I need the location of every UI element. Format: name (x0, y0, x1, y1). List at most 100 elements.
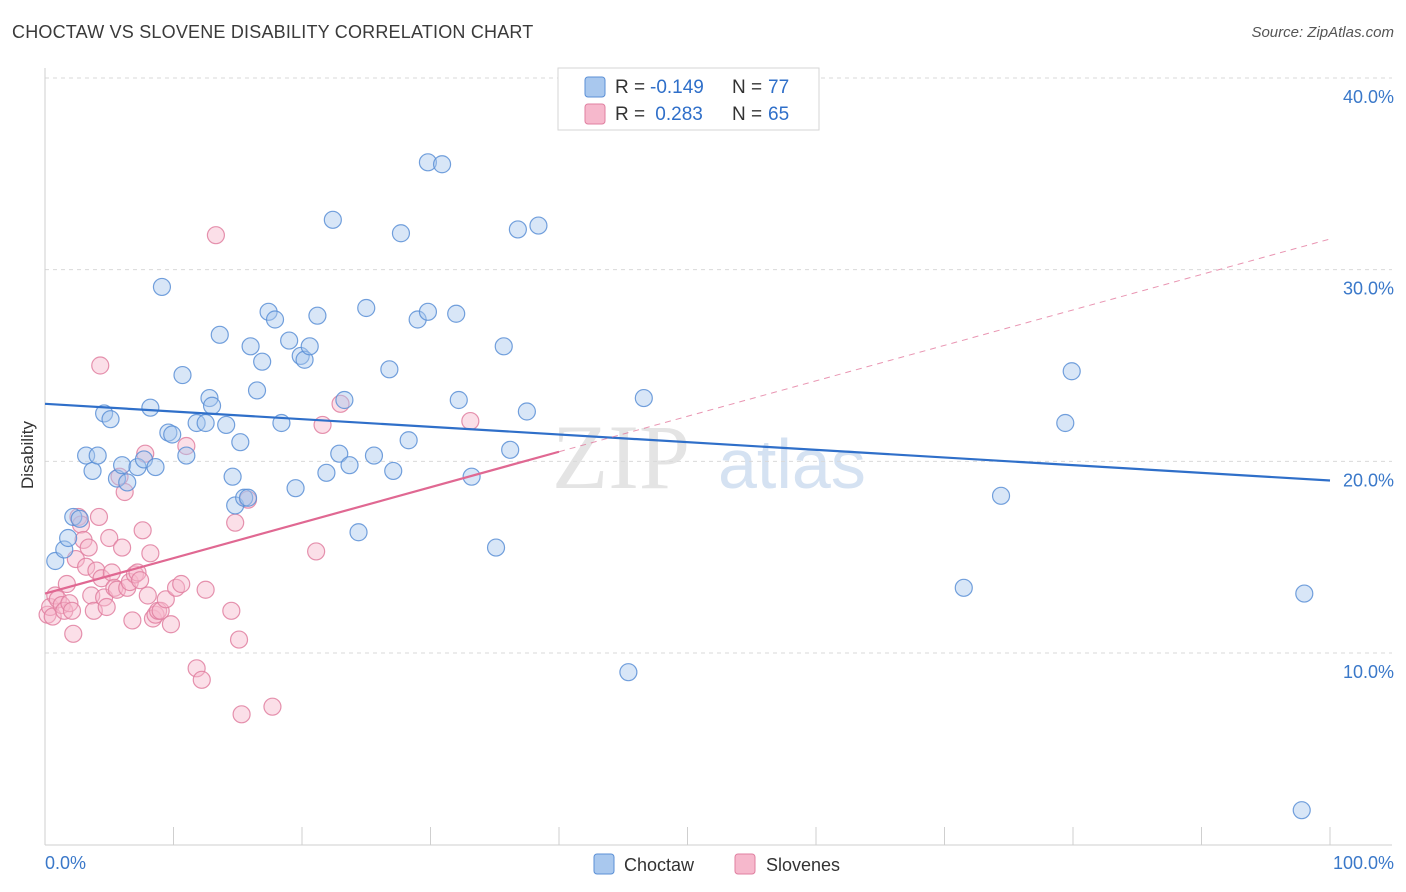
slovenes-point (141, 544, 160, 563)
slovenes-legend-label: Slovenes (766, 855, 840, 875)
choctaw-point (323, 210, 342, 229)
choctaw-point (253, 352, 272, 371)
slovenes-point (192, 670, 211, 689)
choctaw-point (418, 153, 438, 172)
choctaw-point (141, 398, 160, 417)
slovenes-point (229, 630, 249, 649)
choctaw-point (217, 415, 236, 435)
slovenes-point (77, 557, 96, 576)
r-label: R = (615, 77, 645, 98)
choctaw-point (152, 277, 172, 297)
n-value: 65 (768, 104, 789, 125)
slovenes-point (151, 601, 170, 620)
slovenes-point (89, 507, 109, 527)
choctaw-point (101, 410, 120, 429)
x-tick-label-min: 0.0% (45, 853, 86, 873)
choctaw-point (118, 473, 137, 492)
choctaw-point (380, 360, 399, 379)
choctaw-point (954, 578, 973, 597)
slovenes-point (79, 538, 98, 557)
choctaw-point (399, 431, 418, 450)
y-tick-label: 40.0% (1343, 87, 1394, 107)
choctaw-point (991, 486, 1011, 505)
slovenes-point (263, 697, 282, 716)
y-tick-label: 30.0% (1343, 279, 1394, 299)
choctaw-point (317, 463, 336, 482)
choctaw-point (247, 381, 267, 400)
slovenes-point (100, 528, 119, 548)
choctaw-point (59, 528, 78, 548)
choctaw-point (335, 390, 354, 410)
choctaw-point (241, 337, 260, 356)
slovenes-point (62, 601, 82, 620)
choctaw-point (391, 224, 411, 243)
trend-lines (44, 238, 1331, 595)
slovenes-points (38, 226, 480, 724)
slovenes-point (133, 521, 152, 540)
choctaw-point (1062, 362, 1081, 381)
slovenes-point (461, 411, 480, 431)
choctaw-point (235, 488, 254, 507)
watermark-atlas: atlas (718, 425, 866, 503)
slovenes-point (91, 356, 110, 375)
choctaw-point (1292, 801, 1311, 820)
slovenes-point (136, 444, 155, 463)
n-value: 77 (768, 77, 789, 98)
choctaw-point (1056, 413, 1075, 433)
choctaw-points (46, 153, 1314, 820)
slovenes-point (187, 659, 206, 678)
choctaw-point (501, 440, 520, 459)
y-tick-labels: 10.0% 20.0% 30.0% 40.0% (1343, 87, 1394, 682)
slovenes-point (138, 586, 157, 605)
choctaw-point (418, 302, 438, 321)
slovenes-point (206, 226, 226, 245)
slovenes-point (172, 574, 191, 594)
choctaw-point (529, 216, 548, 235)
choctaw-point (634, 388, 653, 408)
y-tick-label: 10.0% (1343, 662, 1394, 682)
choctaw-swatch (584, 76, 606, 98)
choctaw-point (196, 413, 215, 433)
choctaw-point (349, 523, 368, 542)
slovenes-point (123, 611, 142, 630)
choctaw-point (330, 444, 349, 463)
watermark: ZIP atlas (552, 406, 866, 508)
choctaw-point (619, 663, 638, 682)
choctaw-point (238, 488, 258, 507)
choctaw-point (107, 469, 127, 488)
slovenes-point (130, 571, 150, 590)
choctaw-point (1295, 584, 1314, 603)
choctaw-point (447, 304, 466, 323)
choctaw-point (486, 538, 506, 557)
gridlines (45, 77, 1392, 654)
x-tick-label-max: 100.0% (1333, 853, 1394, 873)
choctaw-point (494, 337, 513, 356)
choctaw-point (432, 155, 452, 174)
choctaw-point (88, 446, 107, 465)
x-ticks (173, 827, 1331, 845)
slovenes-point (177, 436, 196, 456)
slovenes-point (307, 542, 326, 561)
choctaw-point (112, 456, 132, 475)
choctaw-point (223, 467, 242, 486)
choctaw-legend-swatch (593, 853, 615, 875)
choctaw-point (83, 461, 102, 481)
y-axis-label: Disability (18, 420, 37, 489)
y-tick-label: 20.0% (1343, 470, 1394, 490)
r-value: 0.283 (650, 104, 703, 125)
slovenes-point (112, 538, 132, 557)
choctaw-point (308, 306, 327, 325)
slovenes-point (156, 590, 175, 609)
r-label: R = (615, 104, 645, 125)
choctaw-point (286, 479, 305, 498)
choctaw-point (300, 337, 319, 356)
choctaw-point (177, 446, 196, 465)
slovenes-swatch (584, 103, 606, 125)
r-value: -0.149 (650, 77, 704, 98)
choctaw-point (265, 310, 285, 329)
choctaw-point (146, 457, 165, 477)
slovenes-point (222, 601, 241, 620)
watermark-zip: ZIP (552, 406, 690, 508)
n-label: N = (732, 77, 762, 98)
choctaw-point (202, 396, 222, 415)
